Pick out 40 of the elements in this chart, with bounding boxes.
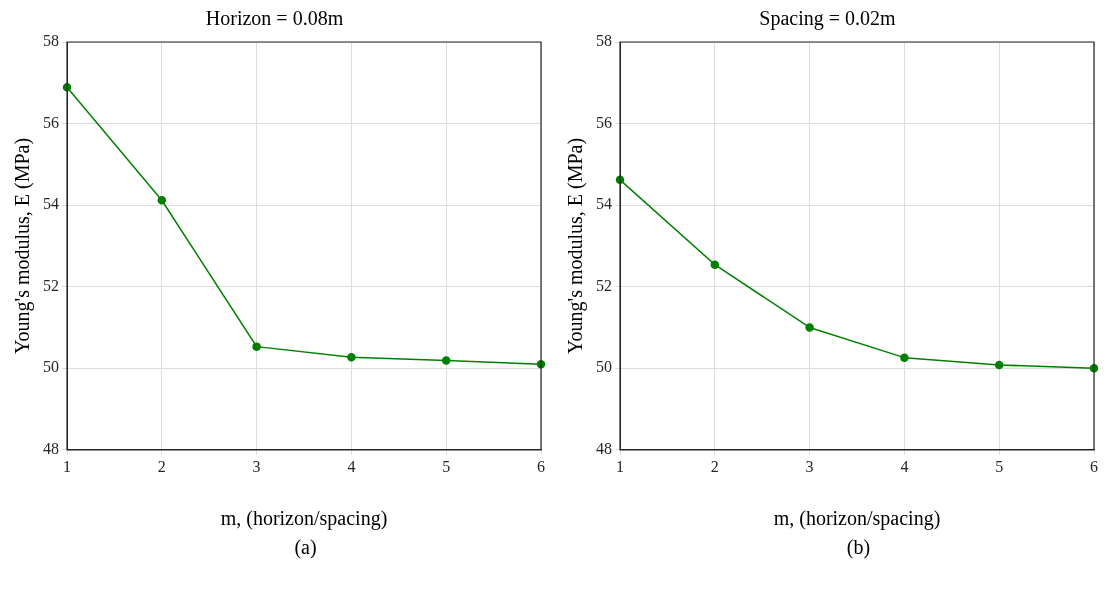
- y-tick-label: 54: [43, 195, 59, 213]
- point: [157, 195, 167, 205]
- point: [994, 360, 1004, 370]
- chart-title: Horizon = 0.08m: [205, 7, 344, 30]
- x-tick-label: 6: [537, 457, 545, 475]
- y-tick-label: 52: [43, 276, 59, 294]
- y-tick-label: 50: [43, 358, 59, 376]
- x-tick-label: 4: [900, 457, 909, 475]
- y-axis-title: Young's modulus, E (MPa): [564, 137, 588, 354]
- point: [441, 356, 451, 365]
- y-tick-label: 56: [596, 113, 612, 131]
- x-tick-label: 3: [805, 457, 814, 475]
- x-tick-label: 6: [1090, 457, 1098, 475]
- y-tick-label: 54: [596, 195, 612, 213]
- point: [347, 352, 356, 362]
- point: [252, 342, 261, 351]
- text: (a): [293, 536, 318, 559]
- y-tick-label: 58: [43, 32, 59, 50]
- text: (b): [845, 536, 872, 559]
- x-tick-label: 3: [252, 457, 261, 475]
- y-tick-label: 56: [43, 113, 59, 131]
- x-tick-label: 4: [347, 457, 356, 475]
- y-axis-title: Young's modulus, E (MPa): [11, 137, 35, 354]
- y-tick-label: 52: [596, 276, 612, 294]
- x-axis-title: m, (horizon/spacing): [773, 507, 941, 531]
- x-tick-label: 2: [710, 457, 719, 475]
- point: [900, 353, 909, 362]
- y-tick-label: 48: [596, 440, 612, 457]
- x-tick-label: 5: [442, 457, 451, 475]
- point: [710, 260, 720, 269]
- y-tick-label: 58: [596, 32, 612, 50]
- x-tick-label: 1: [616, 457, 624, 475]
- chart-title: Spacing = 0.02m: [759, 7, 897, 31]
- y-tick-label: 48: [43, 440, 59, 457]
- point: [805, 323, 814, 332]
- x-tick-label: 1: [63, 457, 71, 475]
- x-tick-label: 2: [157, 457, 166, 475]
- x-axis-title: m, (horizon/spacing): [220, 507, 388, 531]
- y-tick-label: 50: [596, 358, 612, 376]
- x-tick-label: 5: [995, 457, 1004, 475]
